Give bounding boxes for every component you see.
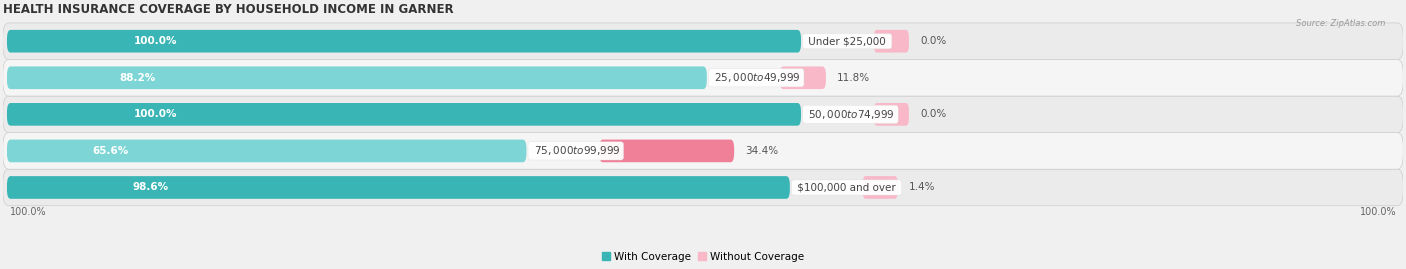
FancyBboxPatch shape	[599, 140, 734, 162]
Text: 65.6%: 65.6%	[93, 146, 129, 156]
FancyBboxPatch shape	[780, 66, 825, 89]
Text: $25,000 to $49,999: $25,000 to $49,999	[711, 71, 801, 84]
Text: 1.4%: 1.4%	[908, 182, 935, 193]
Legend: With Coverage, Without Coverage: With Coverage, Without Coverage	[598, 247, 808, 266]
FancyBboxPatch shape	[3, 169, 1403, 206]
FancyBboxPatch shape	[7, 30, 801, 52]
FancyBboxPatch shape	[875, 30, 908, 52]
FancyBboxPatch shape	[7, 66, 707, 89]
FancyBboxPatch shape	[3, 23, 1403, 59]
Text: 100.0%: 100.0%	[10, 207, 46, 217]
Text: 98.6%: 98.6%	[132, 182, 169, 193]
FancyBboxPatch shape	[7, 103, 801, 126]
Text: $75,000 to $99,999: $75,000 to $99,999	[530, 144, 621, 157]
Text: 34.4%: 34.4%	[745, 146, 779, 156]
Text: 88.2%: 88.2%	[120, 73, 156, 83]
FancyBboxPatch shape	[7, 176, 790, 199]
FancyBboxPatch shape	[875, 103, 908, 126]
Text: HEALTH INSURANCE COVERAGE BY HOUSEHOLD INCOME IN GARNER: HEALTH INSURANCE COVERAGE BY HOUSEHOLD I…	[3, 3, 453, 16]
Text: 100.0%: 100.0%	[134, 36, 177, 46]
FancyBboxPatch shape	[3, 133, 1403, 169]
Text: $100,000 and over: $100,000 and over	[794, 182, 898, 193]
Text: 11.8%: 11.8%	[837, 73, 870, 83]
FancyBboxPatch shape	[863, 176, 897, 199]
Text: 100.0%: 100.0%	[134, 109, 177, 119]
FancyBboxPatch shape	[3, 96, 1403, 133]
Text: $50,000 to $74,999: $50,000 to $74,999	[806, 108, 896, 121]
Text: 100.0%: 100.0%	[1360, 207, 1396, 217]
Text: Source: ZipAtlas.com: Source: ZipAtlas.com	[1295, 19, 1385, 28]
FancyBboxPatch shape	[7, 140, 526, 162]
Text: 0.0%: 0.0%	[920, 109, 946, 119]
Text: Under $25,000: Under $25,000	[806, 36, 889, 46]
FancyBboxPatch shape	[3, 59, 1403, 96]
Text: 0.0%: 0.0%	[920, 36, 946, 46]
